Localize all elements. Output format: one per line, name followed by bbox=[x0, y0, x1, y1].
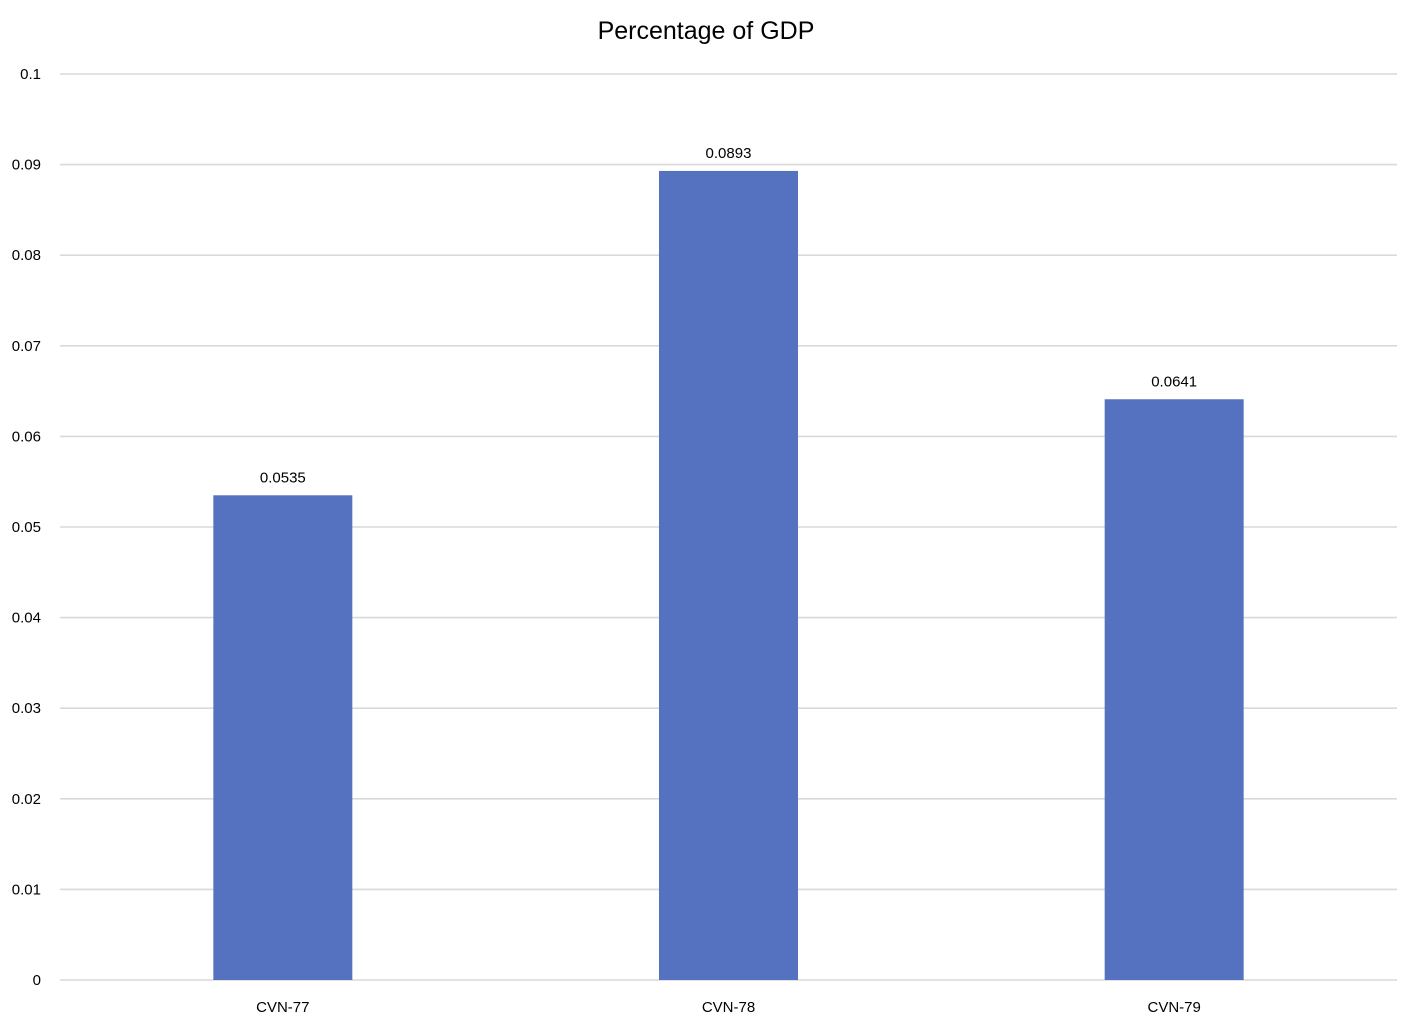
bars bbox=[213, 170, 1244, 980]
y-tick-label: 0.03 bbox=[12, 700, 41, 717]
x-tick-label-cvn-79: CVN-79 bbox=[1147, 999, 1200, 1016]
y-tick-label: 0.1 bbox=[20, 66, 41, 83]
y-tick-label: 0.02 bbox=[12, 791, 41, 808]
y-tick-label: 0.09 bbox=[12, 157, 41, 174]
y-tick-label: 0.01 bbox=[12, 881, 41, 898]
y-tick-label: 0.04 bbox=[12, 610, 41, 627]
chart-title: Percentage of GDP bbox=[598, 17, 815, 45]
data-labels: 0.0535 0.0893 0.0641 bbox=[260, 145, 1197, 486]
y-tick-label: 0 bbox=[33, 972, 41, 989]
bar-cvn-77 bbox=[213, 495, 353, 980]
data-label-cvn-77: 0.0535 bbox=[260, 469, 306, 486]
x-tick-label-cvn-78: CVN-78 bbox=[702, 999, 755, 1016]
data-label-cvn-79: 0.0641 bbox=[1151, 373, 1197, 390]
data-label-cvn-78: 0.0893 bbox=[706, 145, 752, 162]
x-tick-label-cvn-77: CVN-77 bbox=[256, 999, 309, 1016]
y-tick-label: 0.05 bbox=[12, 519, 41, 536]
bar-cvn-78 bbox=[659, 170, 798, 980]
y-tick-label: 0.06 bbox=[12, 428, 41, 445]
y-axis: 0 0.01 0.02 0.03 0.04 0.05 0.06 0.07 0.08 0.09 0.1 bbox=[12, 66, 41, 989]
bar-cvn-79 bbox=[1104, 399, 1244, 980]
x-axis: CVN-77 CVN-78 CVN-79 bbox=[256, 999, 1201, 1016]
y-tick-label: 0.08 bbox=[12, 247, 41, 264]
y-tick-label: 0.07 bbox=[12, 338, 41, 355]
